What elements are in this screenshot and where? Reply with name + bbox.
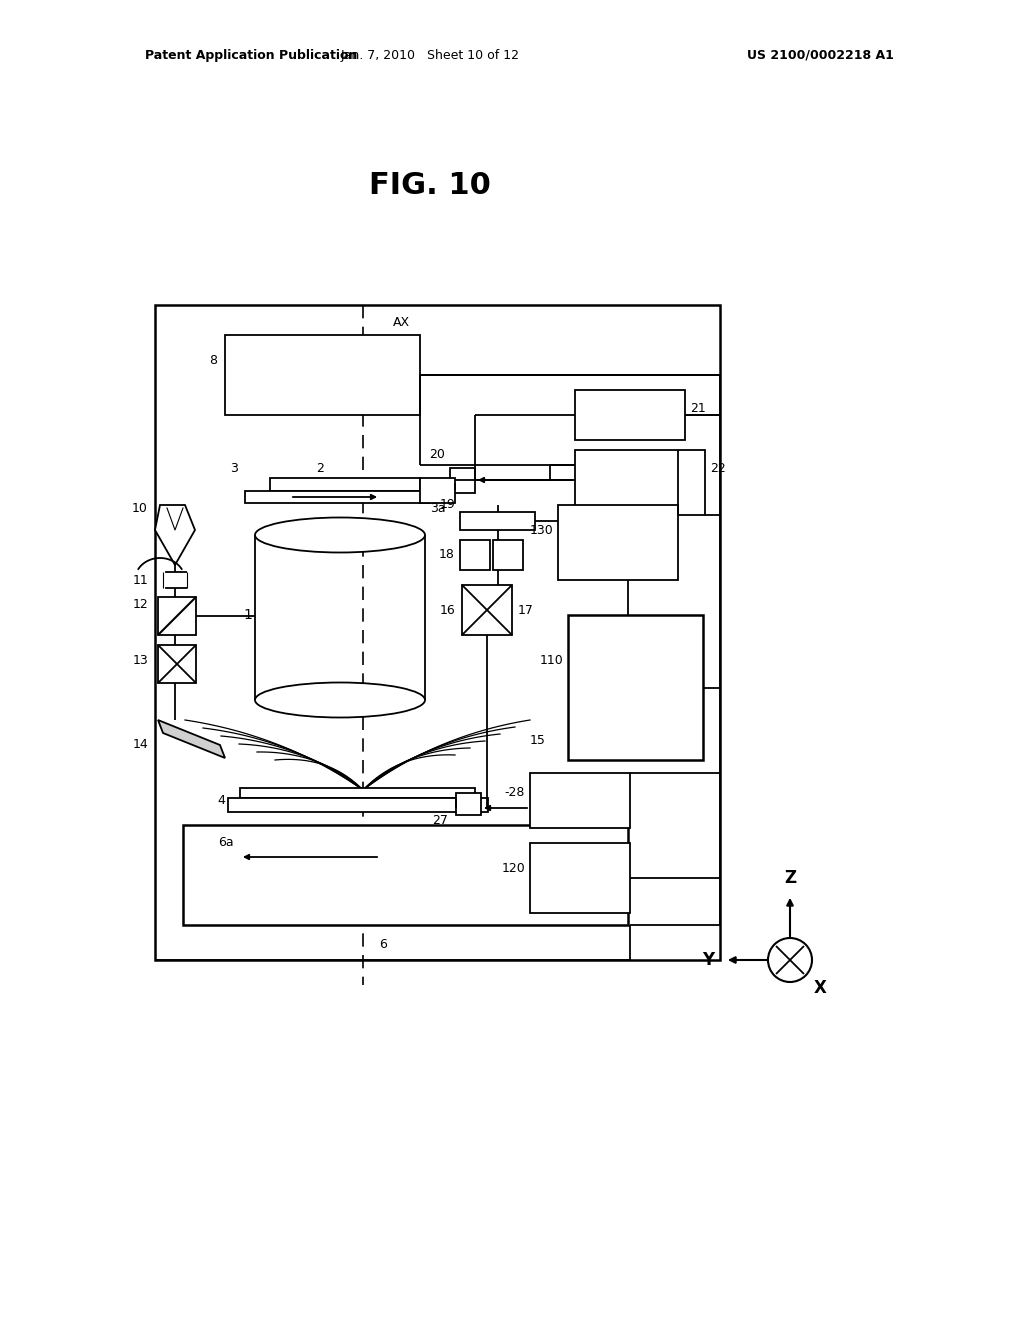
Text: 16: 16 <box>439 603 455 616</box>
Bar <box>568 615 703 760</box>
Bar <box>493 540 523 570</box>
Bar <box>575 389 685 440</box>
Text: 6a: 6a <box>218 837 233 850</box>
Text: -28: -28 <box>505 787 525 800</box>
Text: Patent Application Publication: Patent Application Publication <box>145 49 357 62</box>
Text: 15: 15 <box>530 734 546 747</box>
Ellipse shape <box>255 682 425 718</box>
Text: 120: 120 <box>502 862 525 874</box>
Text: 110: 110 <box>540 653 563 667</box>
Text: 6: 6 <box>379 939 387 952</box>
Bar <box>462 585 512 635</box>
Bar <box>456 793 481 814</box>
Bar <box>158 597 196 635</box>
Bar <box>420 478 455 503</box>
Bar <box>575 450 705 515</box>
Bar <box>228 799 488 812</box>
Text: 21: 21 <box>690 401 706 414</box>
Text: 14: 14 <box>132 738 148 751</box>
Bar <box>155 305 720 960</box>
Text: 27: 27 <box>432 813 449 826</box>
Bar <box>450 469 475 492</box>
Text: FIG. 10: FIG. 10 <box>369 170 490 199</box>
Text: X: X <box>813 979 826 997</box>
Text: 3: 3 <box>230 462 238 474</box>
Text: 12: 12 <box>132 598 148 611</box>
Text: 13: 13 <box>132 653 148 667</box>
Bar <box>558 506 678 579</box>
Text: 10: 10 <box>132 502 148 515</box>
Text: 1: 1 <box>243 609 252 622</box>
Bar <box>270 478 420 491</box>
Text: 11: 11 <box>132 573 148 586</box>
Text: Y: Y <box>701 950 714 969</box>
Bar <box>158 645 196 682</box>
Text: 18: 18 <box>439 549 455 561</box>
Text: AX: AX <box>393 315 411 329</box>
Text: 8: 8 <box>209 354 217 367</box>
Bar <box>460 540 490 570</box>
Text: Z: Z <box>784 869 796 887</box>
Bar <box>183 825 628 925</box>
Text: 17: 17 <box>518 603 534 616</box>
Polygon shape <box>155 506 195 565</box>
Bar <box>530 843 630 913</box>
Bar <box>225 335 420 414</box>
Polygon shape <box>158 719 225 758</box>
Bar <box>240 788 475 799</box>
Text: 22: 22 <box>710 462 726 474</box>
Text: 130: 130 <box>529 524 553 536</box>
Text: 2: 2 <box>316 462 324 474</box>
Bar <box>530 774 630 828</box>
Bar <box>460 512 535 531</box>
Text: Jan. 7, 2010   Sheet 10 of 12: Jan. 7, 2010 Sheet 10 of 12 <box>341 49 519 62</box>
Text: 3a: 3a <box>430 502 445 515</box>
Text: 20: 20 <box>429 449 445 462</box>
Ellipse shape <box>255 517 425 553</box>
Text: 19: 19 <box>439 499 455 511</box>
Text: 4: 4 <box>217 793 225 807</box>
Circle shape <box>768 939 812 982</box>
Bar <box>245 491 430 503</box>
Text: US 2100/0002218 A1: US 2100/0002218 A1 <box>746 49 893 62</box>
